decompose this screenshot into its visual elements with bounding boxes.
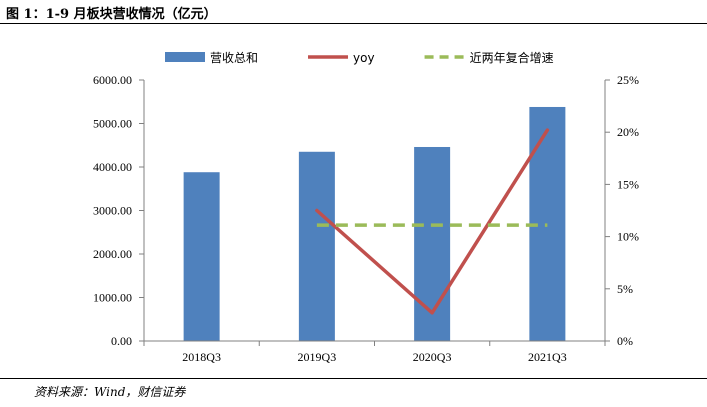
yoy-series-line [315,128,550,315]
figure-title: 图 1：1-9 月板块营收情况（亿元） [6,7,217,22]
y-right-tick-label: 25% [617,73,639,87]
x-tick-label: 2019Q3 [298,350,337,364]
bar [298,151,335,341]
y-left-tick-label: 4000.00 [93,160,132,174]
y-left-tick-label: 2000.00 [93,247,132,261]
y-left-tick-label: 5000.00 [93,117,132,131]
y-right-tick-label: 20% [617,125,639,139]
bar [414,146,451,341]
source-note: 资料来源：Wind，财信证券 [34,385,186,399]
legend-swatch-bar [165,52,205,62]
chart: 营收总和 yoy 近两年复合增速 0.00 1000.00 2000.00 3000.00… [93,50,639,364]
y-right-tick-label: 15% [617,177,639,191]
top-rule [0,23,707,24]
x-tick-label: 2018Q3 [182,350,221,364]
legend-label: yoy [353,51,375,65]
bar [183,172,220,341]
y-right-tick-label: 10% [617,230,639,244]
y-right-tick-label: 5% [617,282,633,296]
lines [315,128,550,315]
y-left-tick-label: 3000.00 [93,204,132,218]
legend-label: 营收总和 [210,51,258,65]
y-left-tick-label: 1000.00 [93,291,132,305]
bottom-rule [0,378,707,379]
x-tick-label: 2021Q3 [528,350,567,364]
y-left-tick-label: 6000.00 [93,73,132,87]
axes: 0.00 1000.00 2000.00 3000.00 4000.00 5000.00 6… [93,73,639,364]
y-right-tick-label: 0% [617,334,633,348]
legend-label: 近两年复合增速 [470,50,554,65]
legend: 营收总和 yoy 近两年复合增速 [165,50,554,65]
y-left-tick-label: 0.00 [111,334,132,348]
x-tick-label: 2020Q3 [413,350,452,364]
